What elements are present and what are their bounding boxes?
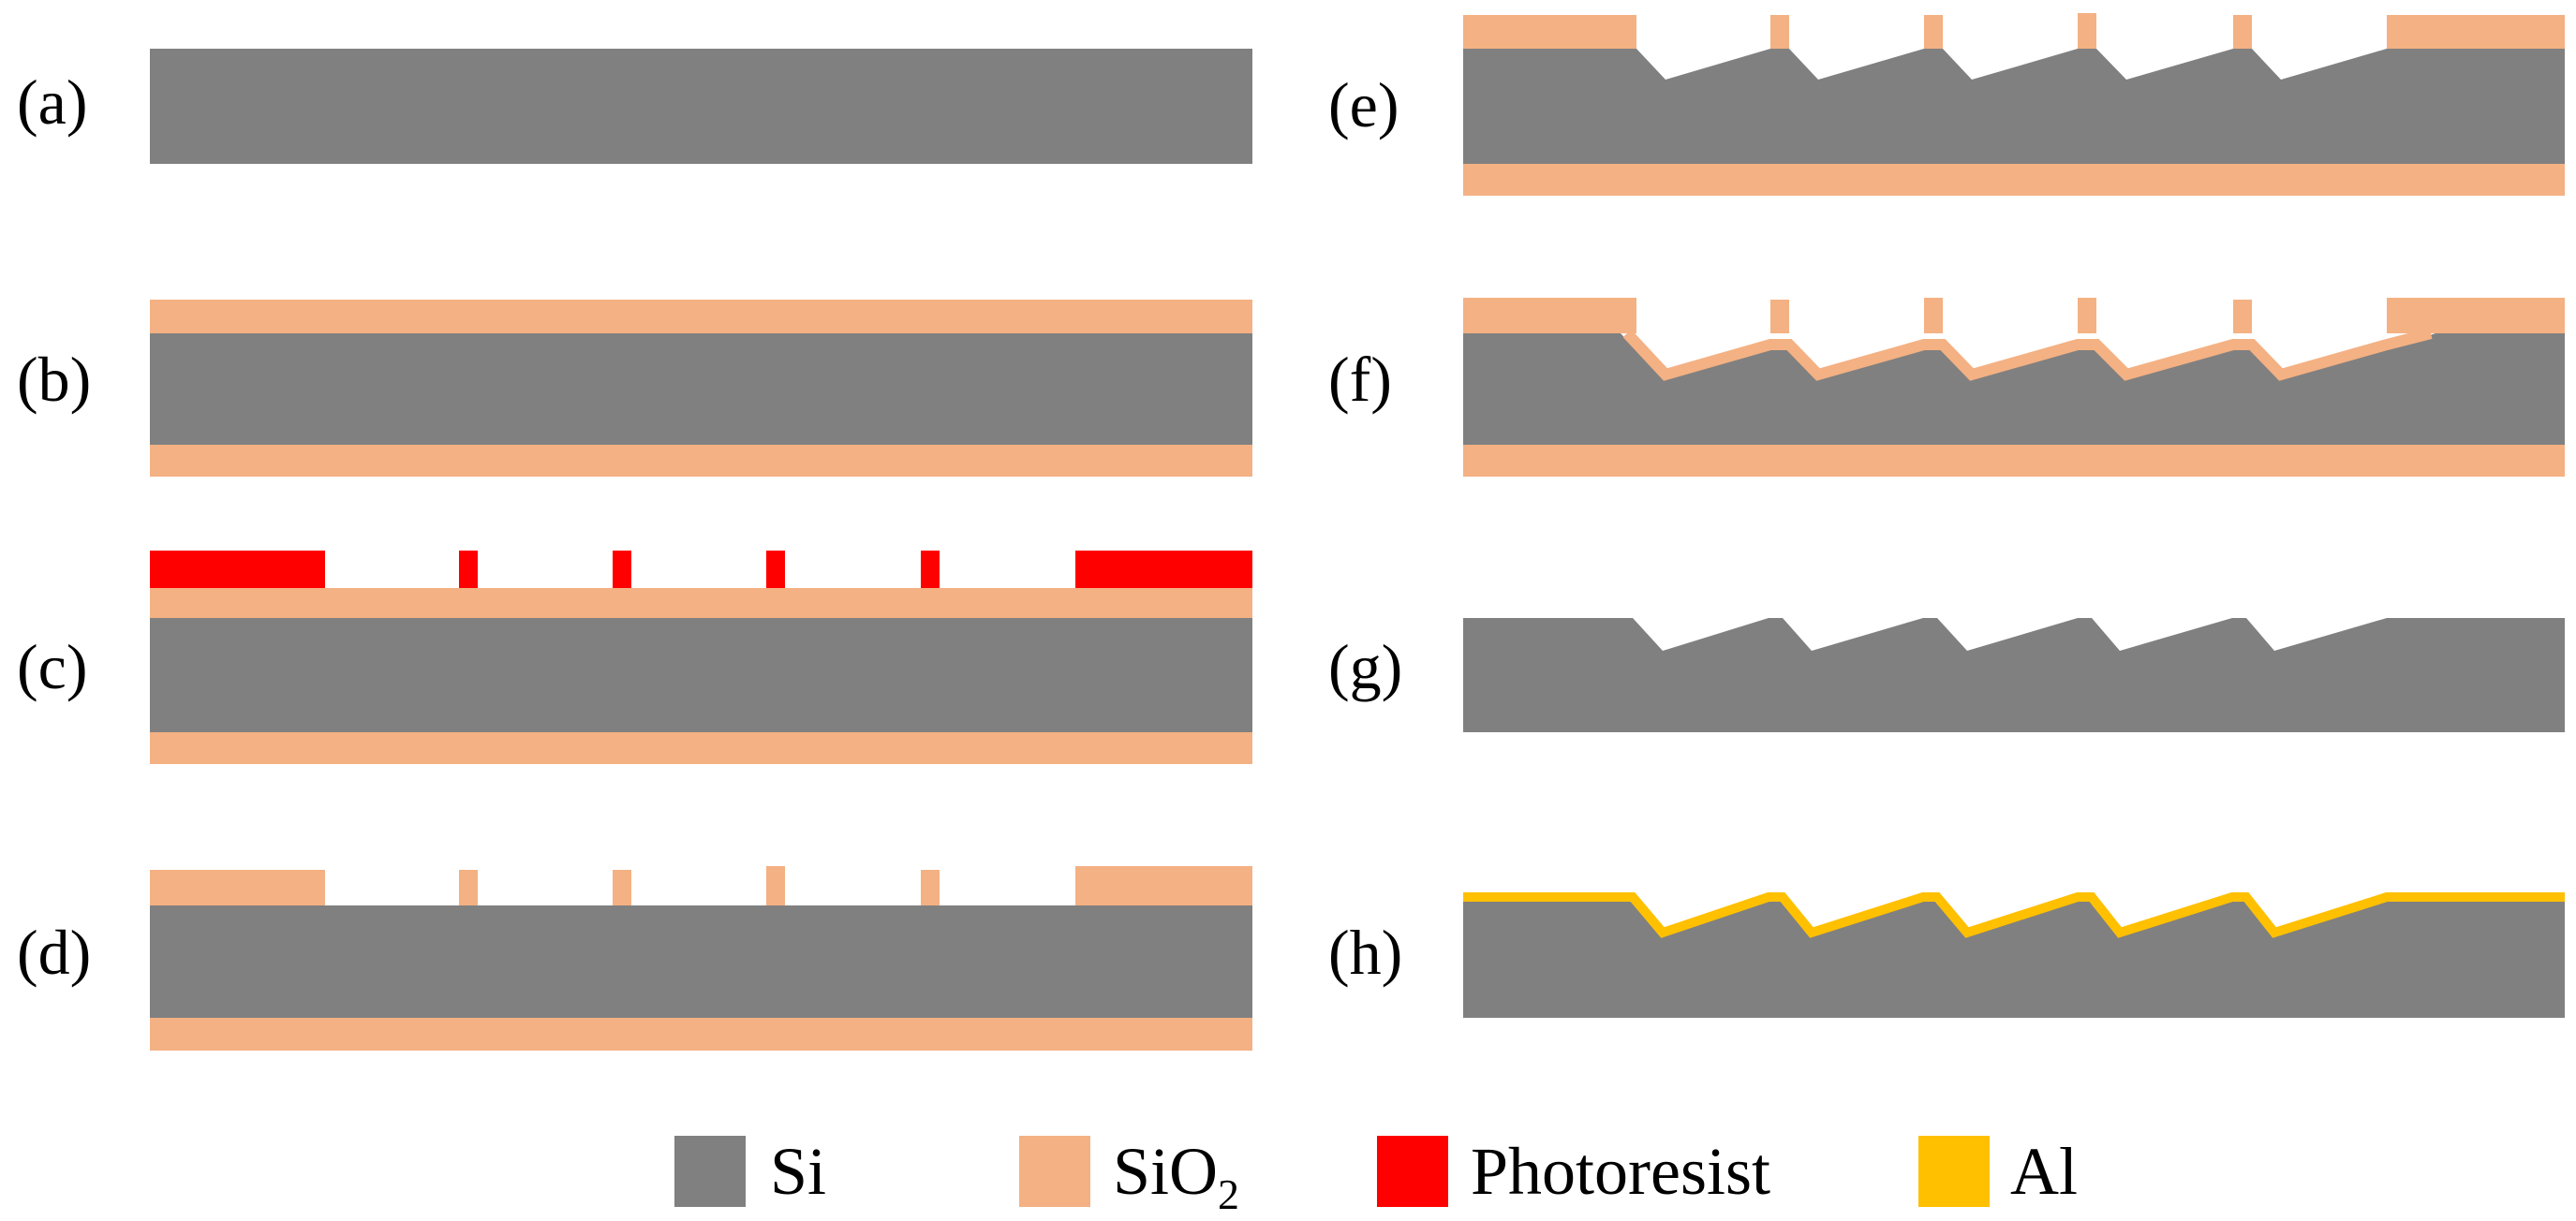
panel-a: (a) (17, 49, 1252, 164)
legend-item-photoresist: Photoresist (1377, 1134, 1770, 1209)
photoresist-pad-left (150, 551, 325, 588)
legend-label-sio2: SiO2 (1113, 1134, 1239, 1218)
sio2-mask-pad-right (2387, 15, 2565, 49)
sio2-bottom-layer (150, 732, 1252, 764)
sio2-mask-line (1770, 15, 1789, 49)
sio2-mask-line (1770, 300, 1789, 333)
photoresist-line (766, 551, 785, 588)
panel-d: (d) (17, 866, 1252, 1051)
sio2-mask-pad-right (2387, 298, 2565, 333)
panel-f: (f) (1328, 298, 2565, 477)
photoresist-line (613, 551, 631, 588)
si-sawtooth-substrate (1463, 49, 2565, 164)
legend-item-si: Si (674, 1134, 826, 1209)
sio2-bottom-layer (1463, 445, 2565, 477)
panel-e: (e) (1328, 13, 2565, 196)
panel-label-b: (b) (17, 344, 91, 415)
panel-label-h: (h) (1328, 917, 1402, 988)
panel-g: (g) (1328, 618, 2565, 732)
photoresist-line (459, 551, 478, 588)
legend-item-sio2: SiO2 (1019, 1134, 1239, 1218)
sio2-conformal-liner (1622, 328, 2433, 381)
legend: Si SiO2 Photoresist Al (674, 1134, 2078, 1218)
panel-label-e: (e) (1328, 69, 1399, 140)
si-sawtooth-substrate (1463, 333, 2565, 445)
legend-label-photoresist: Photoresist (1471, 1134, 1770, 1209)
sio2-mask-pad-right (1075, 866, 1252, 905)
panel-label-f: (f) (1328, 344, 1392, 415)
photoresist-pad-right (1075, 551, 1252, 588)
si-sawtooth-substrate (1463, 899, 2565, 1018)
sio2-mask-line (766, 866, 785, 905)
sio2-mask-line (613, 870, 631, 905)
legend-swatch-sio2 (1019, 1136, 1090, 1207)
al-coating (1463, 892, 2565, 938)
sio2-mask-pad-left (1463, 298, 1636, 333)
sio2-mask-line (921, 870, 940, 905)
sio2-bottom-layer (150, 445, 1252, 477)
sio2-bottom-layer (150, 1018, 1252, 1051)
sio2-mask-pad-left (150, 870, 325, 905)
sio2-mask-line (1924, 298, 1943, 333)
sio2-mask-line (459, 870, 478, 905)
panel-h: (h) (1328, 892, 2565, 1018)
legend-label-al: Al (2010, 1134, 2078, 1209)
panel-b: (b) (17, 300, 1252, 477)
si-substrate (150, 333, 1252, 445)
si-substrate (150, 905, 1252, 1018)
sio2-top-layer (150, 588, 1252, 618)
si-substrate (150, 618, 1252, 732)
photoresist-line (921, 551, 940, 588)
si-sawtooth-substrate (1463, 618, 2565, 732)
panel-label-a: (a) (17, 66, 87, 138)
legend-label-si: Si (770, 1134, 826, 1209)
sio2-bottom-layer (1463, 164, 2565, 196)
si-substrate (150, 49, 1252, 164)
sio2-mask-pad-left (1463, 15, 1636, 49)
sio2-top-layer (150, 300, 1252, 333)
sio2-mask-line (2233, 300, 2252, 333)
panel-label-d: (d) (17, 917, 91, 988)
legend-item-al: Al (1918, 1134, 2078, 1209)
panel-label-g: (g) (1328, 631, 1402, 702)
sio2-mask-line (2078, 298, 2096, 333)
legend-swatch-photoresist (1377, 1136, 1448, 1207)
sio2-mask-line (1924, 15, 1943, 49)
legend-swatch-al (1918, 1136, 1990, 1207)
sio2-mask-line (2078, 13, 2096, 49)
panel-label-c: (c) (17, 631, 87, 702)
sio2-mask-line (2233, 15, 2252, 49)
legend-swatch-si (674, 1136, 746, 1207)
panel-c: (c) (17, 551, 1252, 764)
